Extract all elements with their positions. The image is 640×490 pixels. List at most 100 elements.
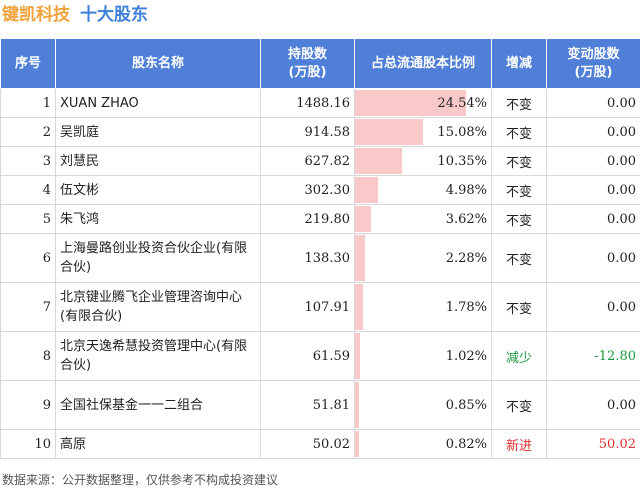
change-shares: 0.00: [546, 380, 640, 430]
table-row: 3 刘慧民 627.82 10.35% 不变 0.00: [0, 146, 640, 176]
row-index: 4: [0, 175, 56, 205]
table-row: 10 高原 50.02 0.82% 新进 50.02: [0, 429, 640, 459]
shares-held: 61.59: [260, 331, 355, 381]
col-header-name: 股东名称: [55, 38, 261, 89]
row-index: 10: [0, 429, 56, 459]
ratio-cell: 24.54%: [354, 88, 492, 118]
change-shares: 0.00: [546, 204, 640, 234]
row-index: 7: [0, 282, 56, 332]
ratio-bar: [355, 177, 378, 203]
row-index: 1: [0, 88, 56, 118]
company-name: 键凯科技: [2, 5, 70, 25]
change-shares: -12.80: [546, 331, 640, 381]
table-header-row: 序号 股东名称 持股数 (万股) 占总流通股本比例 增减 变动股数 (万股): [0, 38, 640, 89]
data-source-note: 数据来源：公开数据整理，仅供参考不构成投资建议: [2, 473, 279, 487]
ratio-cell: 15.08%: [354, 117, 492, 147]
ratio-value: 24.54%: [437, 95, 487, 111]
ratio-cell: 3.62%: [354, 204, 492, 234]
change-shares: 0.00: [546, 175, 640, 205]
col-header-delta-text: 变动股数 (万股): [567, 46, 620, 80]
table-row: 9 全国社保基金一一二组合 51.81 0.85% 不变 0.00: [0, 380, 640, 430]
shareholder-name: 刘慧民: [55, 146, 261, 176]
col-header-delta: 变动股数 (万股): [546, 38, 640, 89]
shareholder-name: 高原: [55, 429, 261, 459]
shares-held: 50.02: [260, 429, 355, 459]
table-row: 2 吴凯庭 914.58 15.08% 不变 0.00: [0, 117, 640, 147]
change-shares: 50.02: [546, 429, 640, 459]
col-header-ratio: 占总流通股本比例: [354, 38, 492, 89]
top-shareholders-table: 序号 股东名称 持股数 (万股) 占总流通股本比例 增减 变动股数 (万股) 1 XU…: [0, 38, 640, 459]
shares-held: 627.82: [260, 146, 355, 176]
shareholder-name: 全国社保基金一一二组合: [55, 380, 261, 430]
ratio-value: 1.78%: [445, 299, 487, 315]
ratio-value: 1.02%: [445, 348, 487, 364]
ratio-bar: [355, 119, 424, 145]
change-shares: 0.00: [546, 233, 640, 283]
change-status: 不变: [491, 380, 547, 430]
change-status: 减少: [491, 331, 547, 381]
shareholder-name: 上海曼路创业投资合伙企业(有限合伙): [55, 233, 261, 283]
shares-held: 138.30: [260, 233, 355, 283]
ratio-cell: 4.98%: [354, 175, 492, 205]
ratio-bar: [355, 284, 364, 330]
ratio-value: 0.82%: [445, 436, 487, 452]
shareholder-name: 伍文彬: [55, 175, 261, 205]
col-header-shares: 持股数 (万股): [260, 38, 355, 89]
shareholder-name: 朱飞鸿: [55, 204, 261, 234]
ratio-value: 15.08%: [437, 124, 487, 140]
ratio-bar: [355, 206, 372, 232]
change-status: 不变: [491, 146, 547, 176]
table-title: 十大股东: [80, 5, 148, 25]
table-row: 4 伍文彬 302.30 4.98% 不变 0.00: [0, 175, 640, 205]
col-header-shares-text: 持股数 (万股): [287, 46, 327, 80]
ratio-value: 4.98%: [445, 182, 487, 198]
shareholder-name: 北京天逸希慧投资管理中心(有限合伙): [55, 331, 261, 381]
ratio-value: 10.35%: [437, 153, 487, 169]
ratio-cell: 0.85%: [354, 380, 492, 430]
change-status: 不变: [491, 282, 547, 332]
shares-held: 1488.16: [260, 88, 355, 118]
ratio-value: 2.28%: [445, 250, 487, 266]
table-row: 5 朱飞鸿 219.80 3.62% 不变 0.00: [0, 204, 640, 234]
row-index: 8: [0, 331, 56, 381]
col-header-change: 增减: [491, 38, 547, 89]
table-row: 8 北京天逸希慧投资管理中心(有限合伙) 61.59 1.02% 减少 -12.80: [0, 331, 640, 381]
ratio-value: 0.85%: [445, 397, 487, 413]
change-status: 不变: [491, 88, 547, 118]
change-status: 新进: [491, 429, 547, 459]
change-status: 不变: [491, 233, 547, 283]
table-row: 7 北京键业腾飞企业管理咨询中心(有限合伙) 107.91 1.78% 不变 0.00: [0, 282, 640, 332]
change-shares: 0.00: [546, 88, 640, 118]
ratio-value: 3.62%: [445, 211, 487, 227]
ratio-bar: [355, 333, 360, 379]
shareholder-name: XUAN ZHAO: [55, 88, 261, 118]
row-index: 6: [0, 233, 56, 283]
ratio-cell: 0.82%: [354, 429, 492, 459]
change-status: 不变: [491, 175, 547, 205]
ratio-cell: 10.35%: [354, 146, 492, 176]
page-title: 键凯科技 十大股东: [2, 2, 148, 28]
ratio-bar: [355, 382, 359, 428]
col-header-idx: 序号: [0, 38, 56, 89]
row-index: 2: [0, 117, 56, 147]
ratio-cell: 2.28%: [354, 233, 492, 283]
row-index: 5: [0, 204, 56, 234]
ratio-bar: [355, 431, 359, 457]
shareholder-name: 北京键业腾飞企业管理咨询中心(有限合伙): [55, 282, 261, 332]
shares-held: 51.81: [260, 380, 355, 430]
ratio-bar: [355, 235, 366, 281]
shares-held: 107.91: [260, 282, 355, 332]
ratio-bar: [355, 148, 402, 174]
row-index: 9: [0, 380, 56, 430]
shares-held: 914.58: [260, 117, 355, 147]
shares-held: 219.80: [260, 204, 355, 234]
table-row: 6 上海曼路创业投资合伙企业(有限合伙) 138.30 2.28% 不变 0.00: [0, 233, 640, 283]
row-index: 3: [0, 146, 56, 176]
ratio-cell: 1.02%: [354, 331, 492, 381]
shares-held: 302.30: [260, 175, 355, 205]
ratio-bar: [355, 90, 467, 116]
ratio-cell: 1.78%: [354, 282, 492, 332]
change-shares: 0.00: [546, 117, 640, 147]
change-shares: 0.00: [546, 146, 640, 176]
change-status: 不变: [491, 204, 547, 234]
